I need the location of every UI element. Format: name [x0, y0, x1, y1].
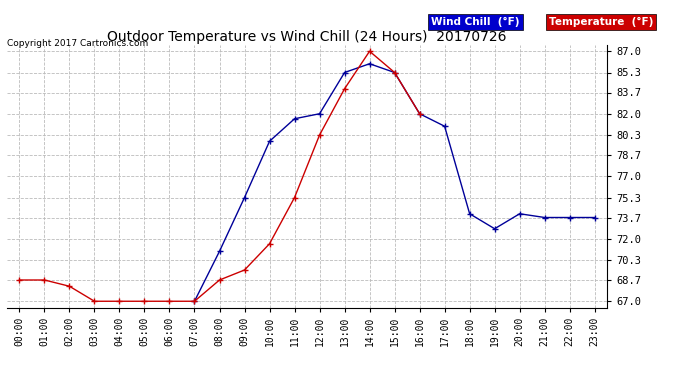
Text: Temperature  (°F): Temperature (°F) — [549, 17, 653, 27]
Title: Outdoor Temperature vs Wind Chill (24 Hours)  20170726: Outdoor Temperature vs Wind Chill (24 Ho… — [108, 30, 506, 44]
Text: Wind Chill  (°F): Wind Chill (°F) — [431, 17, 520, 27]
Text: Copyright 2017 Cartronics.com: Copyright 2017 Cartronics.com — [7, 39, 148, 48]
